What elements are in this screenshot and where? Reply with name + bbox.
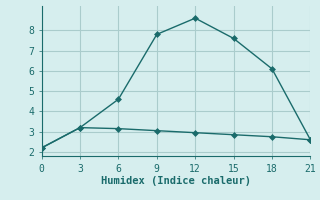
X-axis label: Humidex (Indice chaleur): Humidex (Indice chaleur): [101, 176, 251, 186]
